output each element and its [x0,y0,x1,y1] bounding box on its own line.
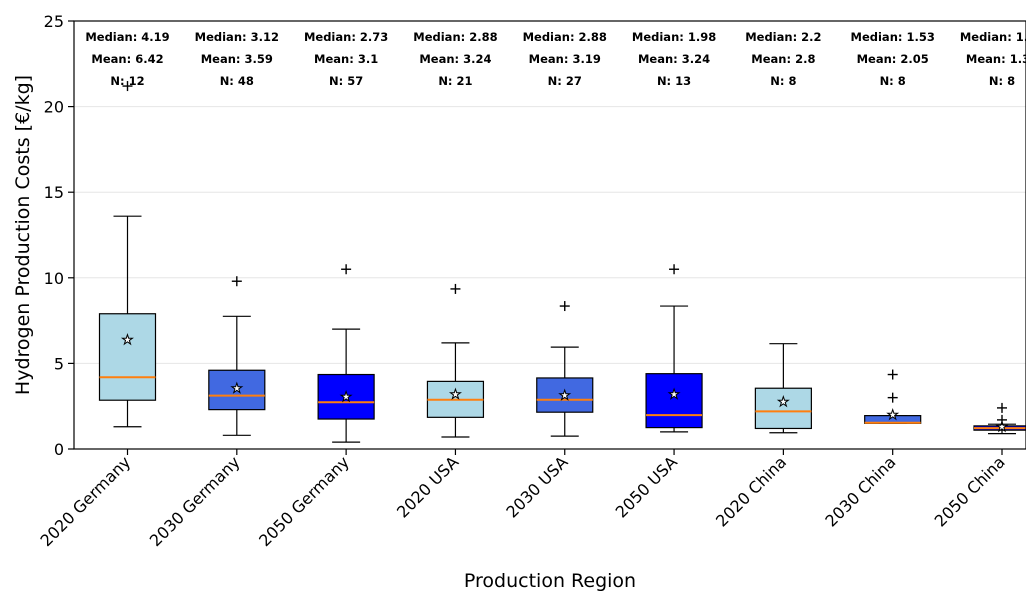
outlier-point [997,414,1007,425]
stat-annotation-1: Median: 4.19 Mean: 6.42 N: 12 [85,30,169,88]
n-label: N: 12 [110,74,144,88]
mean-label: Mean: 3.59 [201,52,273,66]
outlier-point [997,402,1007,413]
stat-annotation-4: Median: 2.88 Mean: 3.24 N: 21 [413,30,497,88]
outlier-point [887,369,898,380]
median-label: Median: 3.12 [195,30,279,44]
median-label: Median: 2.2 [745,30,821,44]
x-tick-label: 2030 China [821,452,899,530]
mean-label: Mean: 2.05 [857,52,929,66]
outlier-point [669,264,680,275]
median-label: Median: 4.19 [85,30,169,44]
box-7: ★ [754,343,812,434]
n-label: N: 8 [880,74,906,88]
x-tick-label: 2020 USA [393,452,462,521]
mean-marker: ★ [996,420,1008,435]
mean-marker: ★ [450,388,462,403]
n-label: N: 8 [770,74,796,88]
outlier-point [559,301,570,312]
mean-marker: ★ [778,395,790,410]
median-label: Median: 1.98 [632,30,716,44]
box-body [536,377,594,413]
outlier-point [450,283,461,294]
x-tick-label: 2050 USA [612,452,681,521]
x-tick-label: 2020 China [712,452,790,530]
stat-annotation-5: Median: 2.88 Mean: 3.19 N: 27 [523,30,607,88]
mean-label: Mean: 2.8 [751,52,815,66]
x-tick-label: 2050 Germany [255,452,353,550]
median-label: Median: 1.53 [851,30,935,44]
box-body [645,373,703,429]
mean-label: Mean: 3.19 [529,52,601,66]
n-label: N: 27 [548,74,582,88]
y-tick-label: 20 [44,98,64,117]
box-body [317,373,375,420]
median-label: Median: 1.22 [960,30,1026,44]
x-tick-label: 2050 China [931,452,1009,530]
box-body [208,369,266,411]
box-3: ★ [317,264,375,443]
mean-label: Mean: 3.24 [419,52,491,66]
mean-marker: ★ [887,408,899,423]
box-body [754,387,812,430]
box-1: ★ [98,81,157,428]
box-9: ★ [973,402,1026,436]
outlier-point [231,276,242,287]
box-2: ★ [208,276,266,436]
stat-annotation-2: Median: 3.12 Mean: 3.59 N: 48 [195,30,279,88]
mean-label: Mean: 1.33 [966,52,1026,66]
mean-label: Mean: 3.1 [314,52,378,66]
stat-annotation-7: Median: 2.2 Mean: 2.8 N: 8 [745,30,821,88]
box-6: ★ [645,264,703,433]
mean-marker: ★ [559,388,571,403]
n-label: N: 57 [329,74,363,88]
boxes: ★ ★ ★ ★ ★ ★ ★ ★ ★ [98,81,1026,443]
x-tick-label: 2030 Germany [146,452,244,550]
stat-annotation-6: Median: 1.98 Mean: 3.24 N: 13 [632,30,716,88]
y-tick-label: 10 [44,269,64,288]
n-label: N: 21 [438,74,472,88]
mean-marker: ★ [231,382,243,397]
outlier-point [341,264,352,275]
stat-annotation-9: Median: 1.22 Mean: 1.33 N: 8 [960,30,1026,88]
y-tick-label: 25 [44,12,64,31]
x-tick-label: 2030 USA [502,452,571,521]
x-axis-label: Production Region [464,570,636,592]
grid-lines [74,106,1026,364]
mean-marker: ★ [340,390,352,405]
y-tick-label: 0 [54,440,64,459]
box-5: ★ [536,301,594,437]
mean-marker: ★ [122,333,134,348]
box-4: ★ [426,283,485,438]
x-tick-label: 2020 Germany [37,452,135,550]
mean-label: Mean: 6.42 [91,52,163,66]
y-tick-label: 15 [44,183,64,202]
plot-frame [73,20,1026,450]
mean-label: Mean: 3.24 [638,52,710,66]
box-8: ★ [864,369,922,424]
outlier-point [887,392,898,403]
x-axis-ticks: 2020 Germany 2030 Germany 2050 Germany 2020… [37,449,1009,550]
median-label: Median: 2.73 [304,30,388,44]
y-axis-ticks: 0 5 10 15 20 25 [44,12,74,459]
n-label: N: 13 [657,74,691,88]
n-label: N: 48 [220,74,254,88]
y-axis-label: Hydrogen Production Costs [€/kg] [12,75,34,395]
mean-marker: ★ [668,388,680,403]
median-label: Median: 2.88 [413,30,497,44]
box-body [98,313,157,401]
stat-annotation-8: Median: 1.53 Mean: 2.05 N: 8 [851,30,935,88]
y-tick-label: 5 [54,354,64,373]
outlier-point [122,81,133,92]
n-label: N: 8 [989,74,1015,88]
median-label: Median: 2.88 [523,30,607,44]
stat-annotation-3: Median: 2.73 Mean: 3.1 N: 57 [304,30,388,88]
